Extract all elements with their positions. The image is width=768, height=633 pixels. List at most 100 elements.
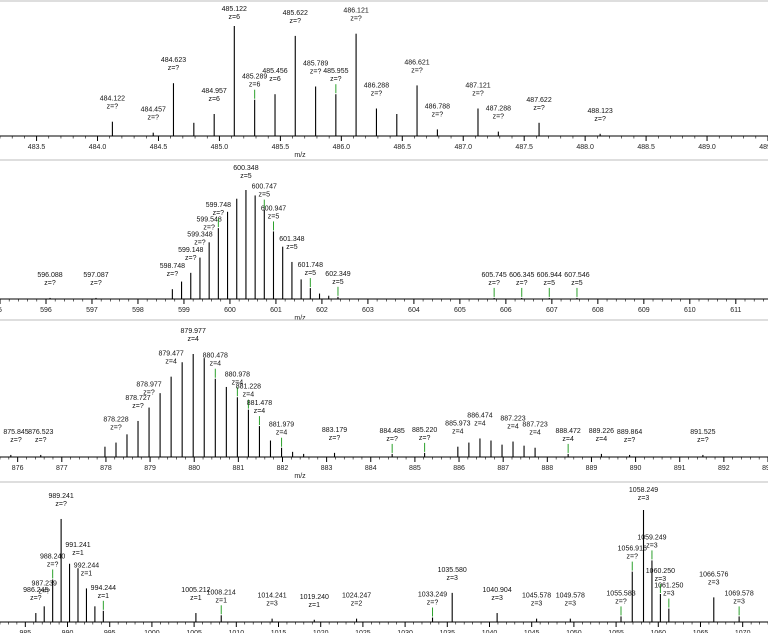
peak-mz-label: 1058.249 xyxy=(629,487,658,494)
peak-mz-label: 989.241 xyxy=(48,493,73,500)
peak-mz-label: 878.977 xyxy=(136,382,161,389)
peak-charge-label: z=3 xyxy=(565,601,577,608)
peak-charge-label: z=? xyxy=(533,105,545,112)
peak-charge-label: z=? xyxy=(194,240,206,247)
peak-charge-label: z=? xyxy=(419,435,431,442)
x-tick-label: 611 xyxy=(730,307,741,314)
peak-charge-label: z=? xyxy=(330,76,342,83)
x-tick-label: 606 xyxy=(500,307,512,314)
peak-charge-label: z=? xyxy=(472,91,484,98)
x-tick-label: 891 xyxy=(674,465,686,472)
x-axis-title: m/z xyxy=(294,473,306,480)
peak-mz-label: 599.748 xyxy=(206,202,231,209)
peak-charge-label: z=? xyxy=(167,271,179,278)
peak-charge-label: z=? xyxy=(488,280,500,287)
peak-charge-label: z=6 xyxy=(269,76,281,83)
x-tick-label: 600 xyxy=(224,307,236,314)
peak-mz-label: 599.148 xyxy=(178,247,203,254)
peak-charge-label: z=4 xyxy=(562,436,574,443)
peak-mz-label: 991.241 xyxy=(65,542,90,549)
peak-mz-label: 879.477 xyxy=(158,351,183,358)
peak-mz-label: 597.087 xyxy=(83,272,108,279)
x-tick-label: 1055 xyxy=(608,630,624,633)
x-tick-label: 484.0 xyxy=(89,144,107,151)
peak-charge-label: z=1 xyxy=(215,597,227,604)
peak-mz-label: 596.088 xyxy=(37,272,62,279)
x-tick-label: 1025 xyxy=(355,630,371,633)
x-tick-label: 879 xyxy=(144,465,156,472)
peak-mz-label: 889.226 xyxy=(589,428,614,435)
x-tick-label: 878 xyxy=(100,465,112,472)
peak-charge-label: z=? xyxy=(143,390,155,397)
x-tick-label: 1040 xyxy=(482,630,498,633)
peak-charge-label: z=? xyxy=(110,425,122,432)
x-tick-label: 602 xyxy=(316,307,328,314)
peak-mz-label: 879.977 xyxy=(181,328,206,335)
x-tick-label: 607 xyxy=(546,307,558,314)
x-tick-label: 1045 xyxy=(524,630,540,633)
peak-mz-label: 485.955 xyxy=(323,68,348,75)
peak-mz-label: 486.621 xyxy=(404,59,429,66)
peak-mz-label: 1033.249 xyxy=(418,592,447,599)
peak-charge-label: z=? xyxy=(44,280,56,287)
peak-charge-label: z=6 xyxy=(229,14,241,21)
peak-charge-label: z=3 xyxy=(446,575,458,582)
peak-mz-label: 1056.916 xyxy=(618,546,647,553)
peak-charge-label: z=5 xyxy=(305,270,317,277)
peak-mz-label: 987.239 xyxy=(32,580,57,587)
peak-mz-label: 1008.214 xyxy=(207,589,236,596)
peak-mz-label: 880.478 xyxy=(203,353,228,360)
peak-charge-label: z=? xyxy=(516,280,528,287)
peak-mz-label: 487.288 xyxy=(486,106,511,113)
peak-mz-label: 1024.247 xyxy=(342,593,371,600)
peak-mz-label: 1014.241 xyxy=(257,593,286,600)
x-tick-label: 596 xyxy=(40,307,52,314)
peak-charge-label: z=6 xyxy=(208,96,220,103)
peak-charge-label: z=4 xyxy=(254,408,266,415)
peak-mz-label: 601.748 xyxy=(298,262,323,269)
x-tick-label: 995 xyxy=(104,630,116,633)
peak-charge-label: z=? xyxy=(30,595,42,602)
x-tick-label: 487.0 xyxy=(454,144,472,151)
x-tick-label: 1035 xyxy=(440,630,456,633)
peak-mz-label: 1069.578 xyxy=(725,590,754,597)
x-tick-label: 486.5 xyxy=(394,144,412,151)
x-tick-label: 883 xyxy=(321,465,333,472)
x-tick-label: 889 xyxy=(586,465,598,472)
peak-mz-label: 487.622 xyxy=(526,97,551,104)
peak-mz-label: 1061.250 xyxy=(654,583,683,590)
peak-charge-label: z=? xyxy=(132,403,144,410)
peak-charge-label: z=? xyxy=(203,224,215,231)
peak-charge-label: z=? xyxy=(38,588,50,595)
peak-mz-label: 601.348 xyxy=(279,236,304,243)
peak-charge-label: z=? xyxy=(168,65,180,72)
peak-charge-label: z=3 xyxy=(733,598,745,605)
peak-mz-label: 885.220 xyxy=(412,427,437,434)
peak-charge-label: z=? xyxy=(147,115,159,122)
peak-charge-label: z=? xyxy=(47,561,59,568)
peak-charge-label: z=4 xyxy=(474,420,486,427)
peak-charge-label: z=? xyxy=(185,255,197,262)
peak-mz-label: 600.747 xyxy=(252,184,277,191)
peak-charge-label: z=? xyxy=(411,67,423,74)
x-tick-label: 1010 xyxy=(229,630,245,633)
peak-charge-label: z=? xyxy=(329,435,341,442)
x-tick-label: 1015 xyxy=(271,630,287,633)
x-tick-label: 990 xyxy=(62,630,74,633)
peak-charge-label: z=? xyxy=(615,598,627,605)
x-tick-label: 489.5 xyxy=(759,144,768,151)
x-tick-label: 598 xyxy=(132,307,144,314)
x-tick-label: 488.5 xyxy=(637,144,655,151)
x-axis-title: m/z xyxy=(294,152,306,159)
x-tick-label: 610 xyxy=(684,307,696,314)
peak-mz-label: 887.723 xyxy=(522,422,547,429)
x-tick-label: 485.0 xyxy=(211,144,229,151)
peak-charge-label: z=3 xyxy=(708,579,720,586)
peak-mz-label: 1055.583 xyxy=(606,590,635,597)
peak-mz-label: 599.548 xyxy=(196,216,221,223)
peak-charge-label: z=4 xyxy=(243,392,255,399)
x-tick-label: 5 xyxy=(0,307,2,314)
x-tick-label: 597 xyxy=(86,307,98,314)
spectrum-panel-2: 5 596 597 598 599 600 601 602 603 604 605 606 607 608… xyxy=(0,159,768,322)
